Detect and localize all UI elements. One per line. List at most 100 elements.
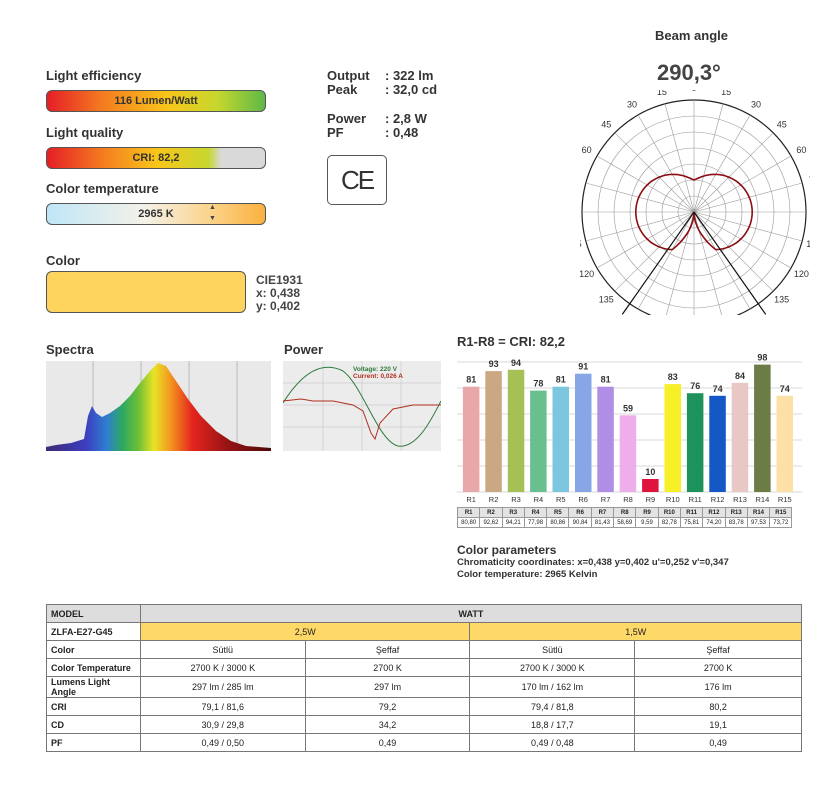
cri-table-value: 75,81 [679,517,704,528]
beam-angle-label: Beam angle [655,28,728,43]
cri-category-label: R9 [646,495,656,504]
cri-value-label: 81 [466,375,476,385]
cie-y: y: 0,402 [256,299,301,313]
light-quality-bar: CRI: 82,2 [46,147,266,169]
spec-cell: 297 lm / 285 lm [139,676,306,698]
cri-table-header: R12 [702,507,726,518]
cri-value-label: 91 [578,362,588,372]
cri-category-label: R1 [466,495,476,504]
polar-angle-label: 15 [657,90,667,97]
cri-table-value: 9,59 [635,517,659,528]
polar-angle-label: 120 [580,269,594,279]
spec-cell: 79,2 [304,697,471,716]
polar-angle-label: 120 [794,269,809,279]
cri-value-label: 10 [645,467,655,477]
cri-bar-r5 [552,386,569,492]
cri-bar-r12 [709,395,726,492]
cie-title: CIE1931 [256,273,303,287]
polar-angle-label: 150 [748,314,763,315]
spec-cell: 34,2 [304,715,471,734]
spec-row: CRI 79,1 / 81,6 79,2 79,4 / 81,8 80,2 [46,697,802,716]
cri-value-label: 81 [556,375,566,385]
beam-angle-value: 290,3° [657,60,721,85]
polar-angle-label: 105 [806,239,810,249]
cri-category-label: R14 [756,495,770,504]
color-label: Color [46,253,80,268]
cri-bar-r1 [462,386,480,492]
peak-label: Peak [327,82,358,97]
cri-table-value: 92,62 [479,517,503,528]
spec-cell: 297 lm [304,676,471,698]
voltage-readout: Voltage: 220 V [353,366,398,373]
spec-cell: 30,9 / 29,8 [139,715,306,734]
polar-angle-label: 135 [599,295,614,305]
cri-category-label: R12 [711,495,725,504]
cri-bar-r6 [575,373,592,492]
cri-table-value: 80,86 [546,517,570,528]
cri-bar-r13 [731,382,749,492]
cri-category-label: R8 [623,495,633,504]
cri-bar-r4 [530,390,547,492]
spec-row-label: Lumens Light Angle [46,676,141,698]
spec-cell: 2700 K / 3000 K [469,658,636,677]
cri-bar-r8 [619,415,637,492]
cri-table-header: R11 [679,507,704,518]
cri-value-label: 84 [735,371,745,381]
spec-cell: 19,1 [634,715,802,734]
cri-bar-r3 [507,369,525,492]
cri-table-value: 82,78 [657,517,681,528]
spec-cell: Sütlü [139,640,306,659]
polar-angle-label: 30 [751,100,761,110]
spec-cell: 170 lm / 162 lm [469,676,636,698]
polar-angle-label: 45 [777,119,787,129]
spec-row: PF 0,49 / 0,50 0,49 0,49 / 0,48 0,49 [46,733,802,752]
cri-table-value: 73,72 [769,517,793,528]
cri-category-label: R13 [733,495,747,504]
light-efficiency-bar: 116 Lumen/Watt [46,90,266,112]
polar-angle-label: 45 [601,119,611,129]
spec-cell: 2700 K [634,658,802,677]
cri-value-label: 59 [623,403,633,413]
color-params-line1: Chromaticity coordinates: x=0,438 y=0,40… [457,557,729,568]
color-temperature-bar: 2965 K ▲ ▼ [46,203,266,225]
cri-table-header: R8 [613,507,637,518]
model-header: MODEL [46,604,141,623]
power-stat-value: : 2,8 W [385,111,427,126]
polar-chart: 0151530304545606075759090105105120120135… [580,90,810,315]
cri-table-value: 90,84 [568,517,592,528]
light-efficiency-label: Light efficiency [46,68,142,83]
spec-cell: 176 lm [634,676,802,698]
color-temperature-label: Color temperature [46,181,159,196]
spec-cell: 2700 K [304,658,471,677]
pf-label: PF [327,125,344,140]
spec-row-label: PF [46,733,141,752]
spec-table: MODEL WATT ZLFA-E27-G45 2,5W 1,5W Color S… [46,604,803,752]
cri-table-value: 94,21 [501,517,525,528]
polar-angle-label: 60 [796,145,806,155]
spec-row-label: CRI [46,697,141,716]
cri-table-header: R14 [746,507,771,518]
cri-bar-chart: 81 R1 93 R2 94 R3 78 R4 81 R5 91 R6 81 R7 59 R8 10 R9 83 R1… [457,353,802,504]
cri-table-value: 58,69 [613,517,637,528]
spec-row-label: Color Temperature [46,658,141,677]
cri-bar-r11 [686,393,704,492]
spec-cell: 0,49 / 0,48 [469,733,636,752]
watt-1-5: 1,5W [469,622,802,641]
power-chart-label: Power [284,342,324,357]
cri-category-label: R2 [489,495,499,504]
cri-table-value: 97,53 [746,517,771,528]
current-readout: Current: 0,026 A [353,373,403,380]
ce-mark-icon: CE [327,155,387,205]
cri-value-label: 93 [489,359,499,369]
watt-header: WATT [139,604,803,623]
spec-cell: Sütlü [469,640,636,659]
spec-row: Color Temperature 2700 K / 3000 K 2700 K 27… [46,658,802,677]
cri-table-header: R9 [635,507,659,518]
cri-table-header: R1 [456,507,481,518]
output-label: Output [327,68,370,83]
watt-2-5: 2,5W [139,622,471,641]
cri-category-label: R15 [778,495,792,504]
cri-table-header: R3 [501,507,525,518]
polar-angle-label: 60 [582,145,592,155]
marker-up-icon: ▲ [209,204,216,211]
